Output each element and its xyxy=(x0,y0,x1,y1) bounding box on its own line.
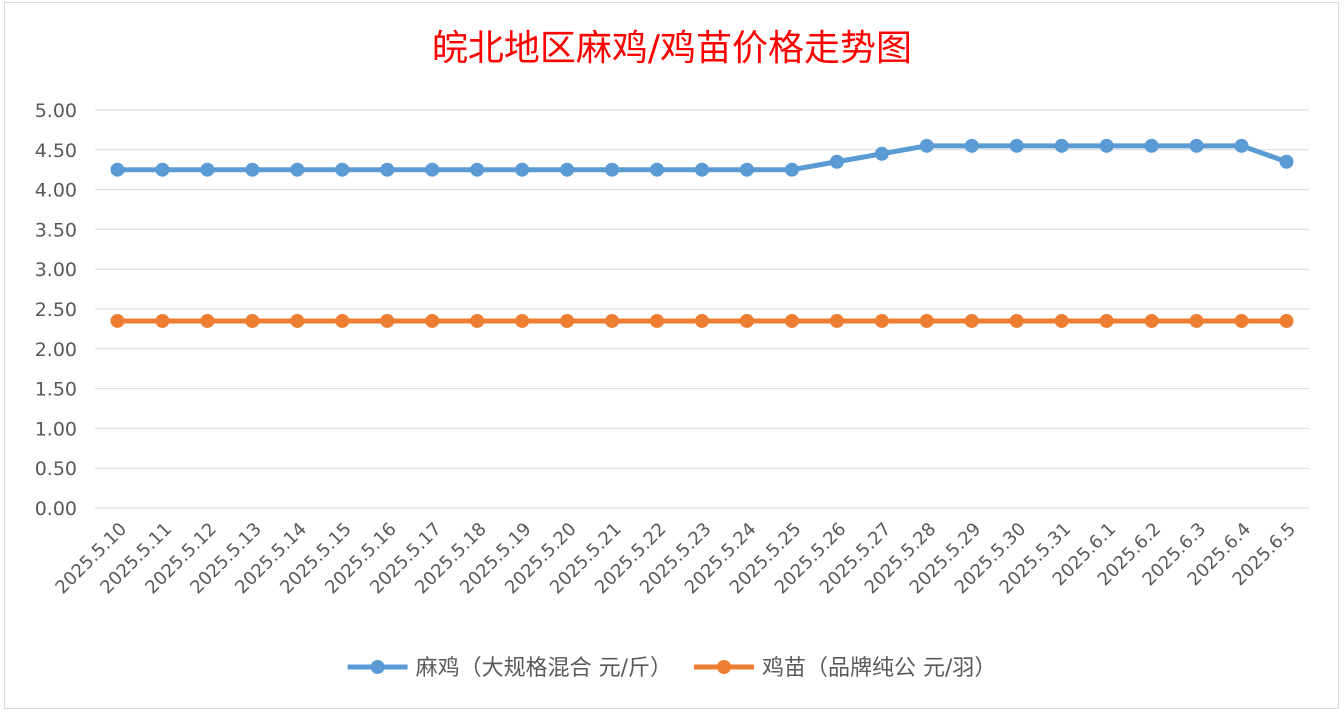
data-point xyxy=(605,313,620,328)
data-point xyxy=(1144,313,1159,328)
legend-swatch-marker xyxy=(370,660,385,674)
legend-swatch-marker xyxy=(717,660,731,674)
data-point xyxy=(110,313,125,328)
data-point xyxy=(380,313,395,328)
chart-title: 皖北地区麻鸡/鸡苗价格走势图 xyxy=(432,28,912,69)
series-lines xyxy=(110,138,1294,328)
data-point xyxy=(1054,313,1069,328)
legend-item: 鸡苗（品牌纯公 元/羽） xyxy=(694,656,996,681)
data-point xyxy=(245,313,260,328)
data-point xyxy=(1099,313,1114,328)
data-point xyxy=(155,162,170,177)
data-point xyxy=(964,138,979,153)
data-point xyxy=(425,313,440,328)
y-tick-label: 4.00 xyxy=(35,180,77,202)
data-point xyxy=(1189,313,1204,328)
y-tick-label: 2.00 xyxy=(35,339,77,361)
y-tick-label: 1.00 xyxy=(35,418,77,440)
data-point xyxy=(1009,138,1024,153)
data-point xyxy=(739,313,754,328)
legend: 麻鸡（大规格混合 元/斤） 鸡苗（品牌纯公 元/羽） xyxy=(347,656,996,681)
data-point xyxy=(560,162,575,177)
data-point xyxy=(1279,313,1294,328)
data-point xyxy=(515,162,530,177)
data-point xyxy=(470,162,485,177)
data-point xyxy=(650,162,665,177)
y-tick-label: 4.50 xyxy=(35,140,77,162)
data-point xyxy=(650,313,665,328)
data-point xyxy=(1009,313,1024,328)
chart-border xyxy=(4,2,1339,709)
data-point xyxy=(1279,154,1294,169)
data-point xyxy=(874,313,889,328)
y-axis-tick-labels: 0.00 0.50 1.00 1.50 2.00 2.50 3.00 3.50 4.00 4.50… xyxy=(35,100,77,520)
legend-label: 麻鸡（大规格混合 元/斤） xyxy=(416,656,672,681)
data-point xyxy=(200,313,215,328)
data-point xyxy=(110,162,125,177)
data-point xyxy=(605,162,620,177)
data-point xyxy=(470,313,485,328)
legend-label: 鸡苗（品牌纯公 元/羽） xyxy=(762,656,996,681)
legend-item: 麻鸡（大规格混合 元/斤） xyxy=(347,656,672,681)
data-point xyxy=(695,162,709,177)
data-point xyxy=(245,162,260,177)
data-point xyxy=(1144,138,1159,153)
y-tick-label: 3.50 xyxy=(35,219,77,241)
y-tick-label: 5.00 xyxy=(35,100,77,122)
data-point xyxy=(784,162,799,177)
data-point xyxy=(919,313,934,328)
data-point xyxy=(1234,313,1249,328)
data-point xyxy=(695,313,709,328)
data-point xyxy=(784,313,799,328)
data-point xyxy=(290,162,305,177)
data-point xyxy=(515,313,530,328)
data-point xyxy=(964,313,979,328)
series-2 xyxy=(110,313,1294,328)
data-point xyxy=(874,146,889,161)
data-point xyxy=(739,162,754,177)
data-point xyxy=(919,138,934,153)
data-point xyxy=(380,162,395,177)
data-point xyxy=(1054,138,1069,153)
y-tick-label: 3.00 xyxy=(35,259,77,281)
data-point xyxy=(425,162,440,177)
data-point xyxy=(1234,138,1249,153)
series-1 xyxy=(110,138,1294,177)
data-point xyxy=(200,162,215,177)
data-point xyxy=(155,313,170,328)
y-tick-label: 1.50 xyxy=(35,379,77,401)
data-point xyxy=(335,313,350,328)
data-point xyxy=(829,154,844,169)
data-point xyxy=(560,313,575,328)
y-tick-label: 2.50 xyxy=(35,299,77,321)
y-tick-label: 0.50 xyxy=(35,458,77,480)
data-point xyxy=(1189,138,1204,153)
data-point xyxy=(1099,138,1114,153)
y-tick-label: 0.00 xyxy=(35,498,77,520)
data-point xyxy=(829,313,844,328)
data-point xyxy=(335,162,350,177)
data-point xyxy=(290,313,305,328)
